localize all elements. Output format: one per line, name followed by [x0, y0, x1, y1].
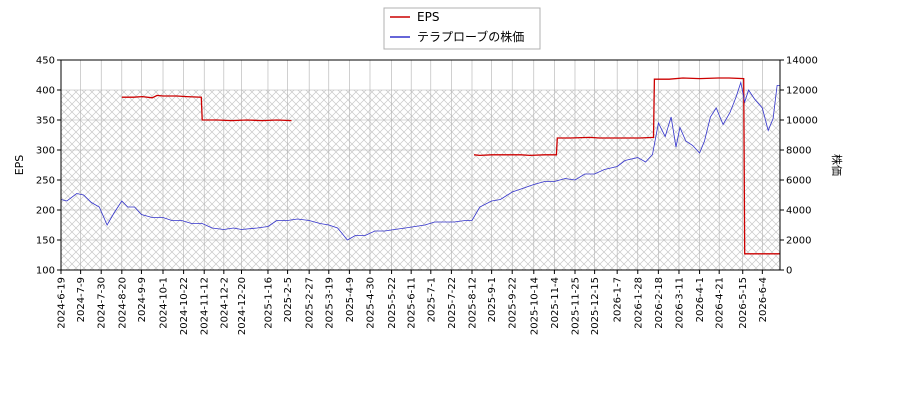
x-tick-label: 2025-11-4 [550, 277, 561, 329]
eps-line-segment [473, 77, 780, 255]
x-tick-label: 2024-12-2 [219, 277, 230, 329]
x-tick-label: 2025-2-27 [305, 277, 316, 329]
x-tick-label: 2024-12-20 [237, 277, 248, 335]
y-left-tick-label: 250 [36, 176, 55, 187]
eps-line-segment [121, 94, 292, 122]
y-left-tick-label: 450 [36, 56, 55, 67]
legend-label-price: テラプローブの株価 [417, 29, 524, 44]
legend-box [383, 7, 541, 50]
legend-label-eps: EPS [417, 10, 439, 24]
y-right-tick-label: 8000 [786, 146, 811, 157]
x-tick-label: 2025-1-16 [263, 277, 274, 329]
x-tick-label: 2026-5-15 [738, 277, 749, 329]
x-tick-label: 2025-7-1 [426, 277, 437, 322]
y-right-tick-label: 6000 [786, 176, 811, 187]
x-tick-label: 2024-6-19 [57, 277, 68, 329]
x-tick-label: 2025-10-14 [529, 277, 540, 335]
x-tick-label: 2026-4-21 [715, 277, 726, 329]
x-tick-label: 2025-8-12 [467, 277, 478, 329]
x-tick-label: 2025-9-1 [487, 277, 498, 322]
y-right-tick-label: 2000 [786, 236, 811, 247]
x-tick-label: 2026-4-1 [695, 277, 706, 322]
x-tick-label: 2024-10-1 [159, 277, 170, 329]
plot-frame [60, 59, 781, 271]
x-tick-label: 2024-10-22 [179, 277, 190, 335]
x-tick-label: 2025-2-5 [283, 277, 294, 322]
y-left-tick-label: 350 [36, 116, 55, 127]
x-tick-label: 2026-1-7 [613, 277, 624, 322]
y-left-tick-label: 200 [36, 206, 55, 217]
series-layer [61, 77, 780, 255]
y-right-tick-label: 12000 [786, 86, 818, 97]
price-line [61, 80, 780, 241]
y-left-tick-label: 150 [36, 236, 55, 247]
y-right-tick-label: 14000 [786, 56, 818, 67]
x-tick-label: 2025-12-15 [590, 277, 601, 335]
x-tick-label: 2024-9-9 [137, 277, 148, 322]
x-tick-label: 2025-5-22 [387, 277, 398, 329]
x-tick-label: 2026-1-28 [633, 277, 644, 329]
ticks-layer: 100 150 200 250 300 350 400 450 0 2000 4000 6000 800… [36, 56, 818, 336]
y-left-tick-label: 400 [36, 86, 55, 97]
y-right-tick-label: 10000 [786, 116, 818, 127]
x-tick-label: 2025-3-19 [324, 277, 335, 329]
x-tick-label: 2025-9-22 [508, 277, 519, 329]
x-tick-label: 2026-2-18 [654, 277, 665, 329]
y-right-tick-label: 4000 [786, 206, 811, 217]
x-tick-label: 2024-11-12 [200, 277, 211, 335]
x-tick-label: 2025-6-11 [407, 277, 418, 329]
x-tick-label: 2025-4-30 [365, 277, 376, 329]
x-tick-label: 2025-4-9 [345, 277, 356, 322]
legend: EPS テラプローブの株価 [383, 7, 541, 50]
x-tick-label: 2025-11-25 [570, 277, 581, 335]
x-tick-label: 2026-6-4 [758, 277, 769, 322]
x-tick-label: 2024-7-9 [76, 277, 87, 322]
y-right-tick-label: 0 [786, 266, 792, 277]
y-left-axis-title: EPS [13, 155, 26, 176]
x-tick-label: 2024-8-20 [117, 277, 128, 329]
x-tick-label: 2026-3-11 [674, 277, 685, 329]
y-right-axis-title: 株価 [830, 154, 844, 176]
x-tick-label: 2024-7-30 [97, 277, 108, 329]
x-tick-label: 2025-7-22 [447, 277, 458, 329]
y-left-tick-label: 300 [36, 146, 55, 157]
y-left-tick-label: 100 [36, 266, 55, 277]
